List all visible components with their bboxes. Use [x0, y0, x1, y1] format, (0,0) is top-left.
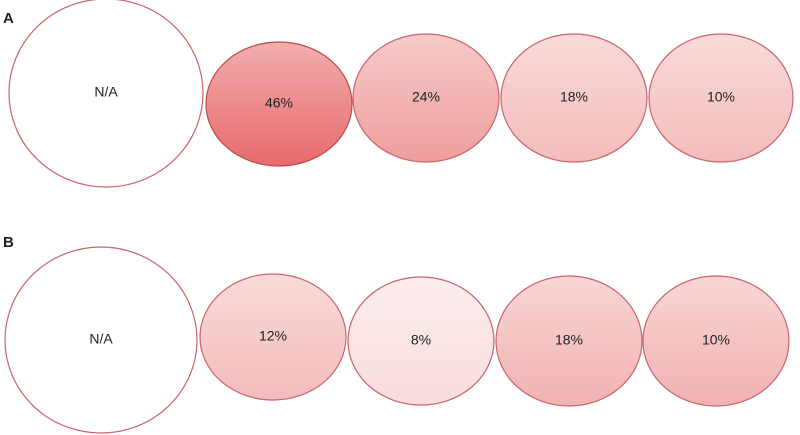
circle-node — [648, 33, 794, 163]
node-label: 46% — [265, 95, 293, 111]
circle-node — [642, 275, 790, 407]
circle-node — [352, 33, 500, 163]
circle-node — [4, 246, 198, 434]
panel-label: B — [3, 234, 14, 251]
node-label: 24% — [412, 89, 440, 105]
circle-node — [495, 275, 643, 407]
circle-node — [8, 0, 204, 188]
node-label: 8% — [411, 332, 431, 348]
node-label: 18% — [560, 89, 588, 105]
node-label: 10% — [707, 89, 735, 105]
node-label: 18% — [555, 332, 583, 348]
node-label: 10% — [702, 332, 730, 348]
circle-node — [500, 33, 648, 163]
node-label: 12% — [259, 328, 287, 344]
circle-node — [205, 41, 353, 167]
node-label: N/A — [89, 331, 113, 347]
circle-node — [199, 273, 347, 401]
panel-label: A — [3, 10, 14, 27]
node-label: N/A — [94, 84, 118, 100]
circle-node — [347, 276, 495, 406]
